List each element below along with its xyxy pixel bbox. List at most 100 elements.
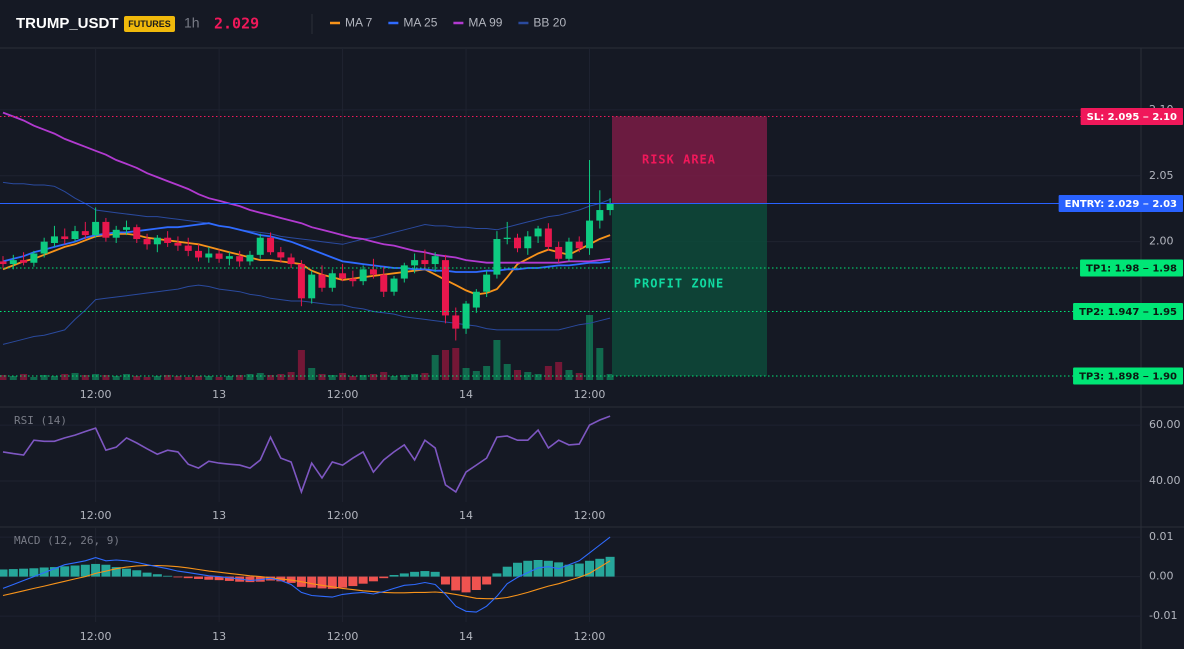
candle-body (586, 220, 594, 249)
macd-histogram-bar (163, 575, 173, 577)
volume-bar (493, 340, 501, 380)
candle-body (256, 237, 264, 255)
level-axis-label: 2.10 (1152, 112, 1177, 123)
candle-body (122, 227, 130, 230)
candle-body (369, 269, 377, 275)
candle-body (596, 210, 604, 221)
candle-body (174, 242, 182, 246)
candle-body (195, 250, 203, 258)
y-tick-label: -0.01 (1149, 609, 1177, 622)
macd-histogram-bar (204, 576, 214, 580)
level-axis-label: 2.03 (1152, 199, 1177, 210)
macd-histogram-bar (348, 576, 358, 587)
candle-body (20, 260, 28, 263)
volume-bar (153, 376, 161, 380)
x-tick-label: 12:00 (80, 630, 112, 643)
y-tick-label: 2.05 (1149, 169, 1174, 182)
volume-bar (596, 348, 604, 380)
candle-body (328, 273, 336, 288)
level-label: ENTRY: 2.029 (1065, 199, 1140, 210)
candle-body (390, 278, 398, 292)
macd-histogram-bar (410, 571, 420, 577)
candle-body (431, 256, 439, 265)
volume-bar (544, 366, 552, 380)
level-box (1073, 302, 1183, 320)
x-tick-label: 13 (212, 388, 226, 401)
volume-bar (236, 375, 244, 380)
volume-bar (349, 376, 357, 380)
candle-body (606, 203, 614, 211)
macd-histogram-bar (183, 576, 193, 579)
macd-histogram-bar (389, 575, 399, 577)
macd-histogram-bar (564, 564, 574, 577)
x-tick-label: 12:00 (574, 630, 606, 643)
zone (612, 203, 767, 377)
candle-body (246, 254, 254, 262)
macd-histogram-bar (338, 576, 348, 588)
legend-label: MA 25 (403, 16, 437, 30)
ma-line (2, 111, 611, 264)
volume-bar (514, 370, 521, 380)
candle-body (143, 239, 151, 245)
macd-histogram-bar (91, 563, 101, 577)
candle-body (164, 237, 172, 243)
volume-bar (174, 376, 182, 380)
macd-histogram-bar (29, 568, 39, 577)
y-tick-label: 60.00 (1149, 418, 1181, 431)
volume-bar (112, 376, 120, 380)
volume-bar (81, 375, 89, 380)
volume-bar (400, 375, 408, 380)
volume-bar (287, 372, 295, 380)
x-tick-label: 12:00 (327, 630, 359, 643)
x-tick-label: 12:00 (80, 509, 112, 522)
level-axis-label: 1.95 (1152, 307, 1177, 318)
candle-body (565, 241, 573, 259)
macd-histogram-bar (132, 570, 142, 577)
candle-body (153, 237, 161, 245)
badge-bg (124, 16, 175, 32)
candle-body (524, 236, 532, 249)
macd-histogram-bar (214, 576, 224, 581)
candle-body (380, 274, 388, 292)
macd-histogram-bar (8, 569, 18, 577)
y-tick-label: 0.00 (1149, 570, 1174, 583)
macd-line (2, 536, 611, 613)
candle-body (236, 256, 244, 262)
legend-label: MA 99 (468, 16, 502, 30)
volume-bar (441, 350, 449, 380)
interval[interactable]: 1h (184, 15, 200, 31)
y-tick-label: 40.00 (1149, 474, 1181, 487)
volume-bar (308, 368, 316, 380)
candle-body (514, 237, 521, 249)
symbol: TRUMP_USDT (16, 15, 119, 32)
level-label: TP2: 1.947 (1079, 307, 1139, 318)
volume-bar (483, 366, 491, 380)
macd-histogram-bar (554, 562, 564, 577)
x-tick-label: 12:00 (327, 509, 359, 522)
volume-bar (369, 374, 377, 380)
macd-histogram-bar (461, 576, 471, 593)
x-tick-label: 14 (459, 509, 473, 522)
candle-body (441, 260, 449, 316)
volume-bar (215, 377, 223, 380)
volume-bar (472, 371, 480, 380)
volume-bar (339, 373, 347, 380)
macd-histogram-bar (482, 576, 492, 585)
candle-body (421, 260, 429, 265)
candle-body (349, 278, 357, 282)
macd-histogram-bar (245, 576, 255, 583)
x-tick-label: 13 (212, 509, 226, 522)
bb-line (2, 181, 611, 245)
signal-line (2, 560, 611, 600)
candle-body (400, 265, 408, 279)
macd-histogram-bar (224, 576, 234, 581)
candle-body (40, 241, 48, 254)
volume-bar (61, 374, 69, 380)
y-tick-label: 0.01 (1149, 530, 1174, 543)
macd-histogram-bar (420, 571, 430, 577)
volume-bar (40, 375, 48, 380)
macd-histogram-bar (317, 576, 327, 589)
x-tick-label: 12:00 (574, 388, 606, 401)
candle-body (9, 260, 17, 265)
volume-bar (524, 372, 532, 380)
